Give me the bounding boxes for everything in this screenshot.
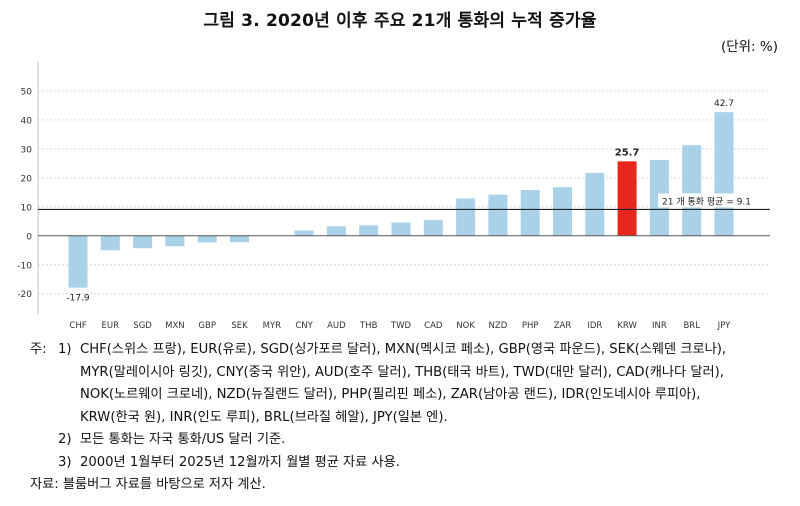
x-tick-label: BRL xyxy=(683,321,700,331)
y-tick-label: 10 xyxy=(21,203,33,213)
bar-gbp xyxy=(197,235,217,243)
note-text: 2000년 1월부터 2025년 12월까지 월별 평균 자료 사용. xyxy=(80,454,400,470)
x-tick-label: TWD xyxy=(390,321,412,331)
note-1-line-3: NOK(노르웨이 크로네), NZD(뉴질랜드 달러), PHP(필리핀 페소)… xyxy=(80,387,701,402)
bar-twd xyxy=(391,222,411,236)
unit-label: (단위: %) xyxy=(720,39,778,55)
data-label-chf: -17.9 xyxy=(66,294,90,304)
x-tick-label: IDR xyxy=(587,321,602,331)
note-number: 1) xyxy=(58,342,72,357)
x-tick-label: GBP xyxy=(198,321,216,331)
bar-chart: 50 40 30 20 10 0 -10 -20 CHF EUR SGD MXN GBP SEK MYR CN… xyxy=(17,62,773,331)
bar-idr xyxy=(585,172,605,236)
x-tick-label: AUD xyxy=(327,321,346,331)
x-tick-label: ZAR xyxy=(554,321,572,331)
bar-sek xyxy=(230,235,249,243)
bar-eur xyxy=(100,235,120,251)
note-1: 주: 1) CHF(스위스 프랑), EUR(유로), SGD(싱가포르 달러)… xyxy=(30,339,795,362)
bar-aud xyxy=(326,226,346,236)
x-tick-label: PHP xyxy=(522,321,539,331)
x-tick-label: THB xyxy=(359,321,378,331)
note-text: CHF(스위스 프랑), EUR(유로), SGD(싱가포르 달러), MXN(… xyxy=(80,342,727,357)
x-tick-label: CHF xyxy=(69,321,86,331)
x-tick-label: JPY xyxy=(717,321,731,331)
note-1-line-4: KRW(한국 원), INR(인도 루피), BRL(브라질 헤알), JPY(… xyxy=(80,409,448,425)
x-tick-label: KRW xyxy=(617,321,637,331)
y-tick-label: -20 xyxy=(17,290,32,300)
note-number: 3) xyxy=(58,454,72,470)
bar-nzd xyxy=(488,194,508,236)
x-tick-label: CNY xyxy=(295,321,313,331)
x-tick-label: INR xyxy=(652,321,667,331)
chart-title: 그림 3. 2020년 이후 주요 21개 통화의 누적 증가율 xyxy=(203,11,597,31)
x-tick-label: EUR xyxy=(102,321,120,331)
bar-cny xyxy=(294,230,314,236)
average-label-bg xyxy=(658,193,773,208)
bar-chf xyxy=(68,235,88,288)
x-tick-label: NOK xyxy=(456,321,475,331)
y-tick-label: 30 xyxy=(21,145,33,155)
bar-cad xyxy=(423,220,443,236)
bar-mxn xyxy=(165,235,185,247)
x-tick-label: CAD xyxy=(424,321,443,331)
bar-jpy xyxy=(714,112,734,236)
notes-section: 주: 1) CHF(스위스 프랑), EUR(유로), SGD(싱가포르 달러)… xyxy=(30,339,795,497)
y-tick-label: 0 xyxy=(26,232,32,242)
note-3: 3) 2000년 1월부터 2025년 12월까지 월별 평균 자료 사용. xyxy=(30,452,795,475)
x-tick-label: SEK xyxy=(231,321,248,331)
x-tick-label: MXN xyxy=(165,321,185,331)
x-tick-label: NZD xyxy=(489,321,508,331)
bar-thb xyxy=(359,225,379,236)
x-tick-label: MYR xyxy=(263,321,282,331)
y-tick-label: -10 xyxy=(17,261,32,271)
y-tick-label: 40 xyxy=(21,116,33,126)
note-2: 2) 모든 통화는 자국 통화/US 달러 기준. xyxy=(30,429,795,452)
y-tick-label: 20 xyxy=(21,174,33,184)
bar-krw xyxy=(617,161,637,236)
bar-php xyxy=(520,190,540,236)
data-label-krw: 25.7 xyxy=(615,147,640,158)
data-label-jpy: 42.7 xyxy=(714,99,734,109)
note-1-line-2: MYR(말레이시아 링깃), CNY(중국 위안), AUD(호주 달러), T… xyxy=(80,364,724,380)
note-text: 모든 통화는 자국 통화/US 달러 기준. xyxy=(80,432,286,447)
average-line-label: 21 개 통화 평균 = 9.1 xyxy=(662,196,751,207)
source-note: 자료: 블룸버그 자료를 바탕으로 저자 계산. xyxy=(30,477,266,492)
bar-brl xyxy=(682,145,702,236)
bar-sgd xyxy=(133,235,153,249)
note-prefix: 주: xyxy=(30,342,47,357)
bar-zar xyxy=(553,187,572,236)
bar-nok xyxy=(456,198,476,236)
y-tick-label: 50 xyxy=(21,87,33,97)
x-tick-label: SGD xyxy=(133,321,152,331)
note-number: 2) xyxy=(58,432,72,447)
